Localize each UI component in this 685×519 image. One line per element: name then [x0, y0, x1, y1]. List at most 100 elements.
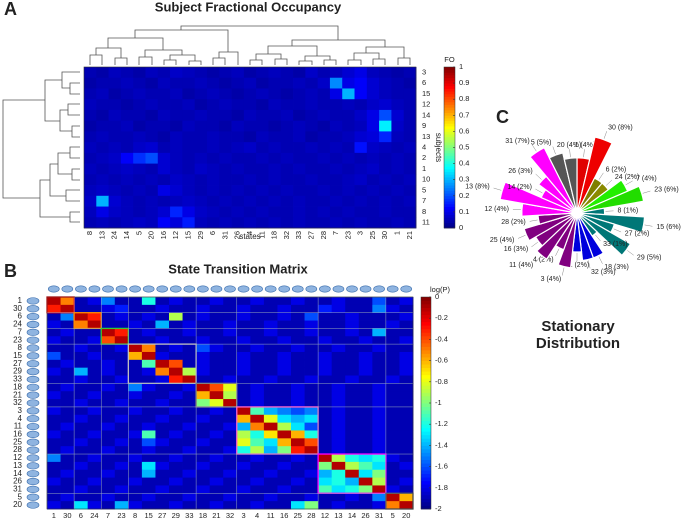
- colorbar-strip: [421, 328, 431, 333]
- heatmap-cell: [223, 399, 238, 408]
- heatmap-cell: [47, 320, 61, 329]
- heatmap-cell: [318, 438, 333, 447]
- heatmap-cell: [403, 174, 417, 186]
- heatmap-cell: [133, 217, 146, 229]
- heatmap-cell: [243, 109, 257, 122]
- heatmap-cell: [206, 67, 220, 79]
- heatmap-cell: [293, 99, 306, 111]
- heatmap-cell: [291, 430, 305, 439]
- heatmap-cell: [263, 406, 278, 416]
- heatmap-cell: [291, 351, 305, 361]
- colorbar-strip: [444, 190, 455, 194]
- heatmap-cell: [87, 493, 102, 502]
- heatmap-cell: [108, 77, 122, 89]
- panel-label: A: [4, 0, 17, 19]
- heatmap-cell: [345, 383, 360, 392]
- colorbar-strip: [421, 441, 431, 446]
- colorbar-strip: [421, 307, 431, 312]
- heatmap-cell: [366, 217, 380, 229]
- heatmap-cell: [157, 152, 171, 164]
- heatmap-cell: [141, 406, 156, 416]
- heatmap-cell: [219, 120, 232, 132]
- heatmap-cell: [231, 109, 245, 122]
- colorbar-strip: [444, 72, 455, 76]
- heatmap-cell: [358, 391, 373, 400]
- heatmap-cell: [304, 406, 319, 416]
- heatmap-cell: [145, 99, 159, 111]
- heatmap-cell: [372, 485, 387, 494]
- heatmap-cell: [145, 206, 159, 218]
- brain-icon: [291, 285, 304, 293]
- colorbar-strip: [421, 350, 431, 354]
- x-tick-label: 25: [368, 231, 377, 239]
- heatmap-cell: [250, 375, 265, 384]
- heatmap-cell: [317, 142, 331, 154]
- heatmap-cell: [304, 399, 319, 408]
- heatmap-cell: [170, 109, 183, 122]
- heatmap-cell: [379, 142, 392, 154]
- heatmap-cell: [372, 430, 387, 439]
- colorbar-strip: [421, 505, 431, 510]
- heatmap-cell: [182, 359, 197, 369]
- heatmap-cell: [108, 99, 122, 111]
- colorbar-strip: [421, 494, 431, 499]
- heatmap-cell: [196, 422, 211, 431]
- heatmap-cell: [399, 477, 414, 486]
- heatmap-cell: [170, 217, 183, 229]
- heatmap-cell: [155, 304, 170, 314]
- heatmap-cell: [194, 206, 208, 218]
- x-tick-label: 5: [134, 231, 143, 235]
- heatmap-cell: [291, 485, 305, 494]
- colorbar-strip: [421, 427, 431, 432]
- heatmap-cell: [74, 438, 89, 447]
- heatmap-cell: [256, 120, 269, 132]
- heatmap-cell: [74, 391, 89, 400]
- y-tick-label: 33: [13, 375, 22, 384]
- y-tick-label: 23: [13, 335, 22, 344]
- colorbar-strip: [421, 501, 431, 506]
- heatmap-cell: [145, 109, 159, 122]
- heatmap-cell: [206, 152, 220, 164]
- heatmap-cell: [231, 206, 245, 218]
- heatmap-cell: [263, 469, 278, 478]
- heatmap-cell: [60, 359, 75, 369]
- heatmap-cell: [231, 142, 245, 154]
- heatmap-cell: [231, 99, 245, 111]
- colorbar-strip: [421, 385, 431, 390]
- heatmap-cell: [182, 206, 196, 218]
- heatmap-cell: [74, 430, 89, 439]
- heatmap-cell: [120, 174, 134, 186]
- heatmap-cell: [223, 359, 238, 369]
- colorbar-strip: [444, 93, 455, 97]
- heatmap-cell: [379, 152, 392, 164]
- colorbar-tick-label: -1.2: [435, 419, 448, 428]
- heatmap-cell: [170, 131, 183, 143]
- heatmap-cell: [219, 185, 232, 197]
- heatmap-cell: [318, 493, 333, 502]
- heatmap-cell: [182, 477, 197, 486]
- heatmap-cell: [345, 438, 360, 447]
- heatmap-cell: [304, 454, 319, 463]
- heatmap-cell: [47, 422, 61, 431]
- colorbar-strip: [421, 466, 431, 471]
- heatmap-cell: [304, 336, 319, 345]
- heatmap-cell: [182, 469, 197, 478]
- y-tick-label: 28: [13, 445, 22, 454]
- heatmap-cell: [399, 399, 414, 408]
- heatmap-cell: [209, 320, 224, 329]
- x-tick-label: 31: [375, 511, 383, 519]
- heatmap-cell: [196, 304, 211, 314]
- colorbar-strip: [421, 314, 431, 319]
- colorbar-tick-label: -1: [435, 398, 442, 407]
- heatmap-cell: [331, 351, 346, 361]
- heatmap-cell: [155, 469, 170, 478]
- heatmap-cell: [101, 430, 116, 439]
- data-label: 32 (3%): [591, 269, 616, 276]
- heatmap-cell: [329, 185, 343, 197]
- brain-icon: [26, 485, 40, 493]
- brain-icon: [75, 285, 87, 293]
- heatmap-cell: [291, 375, 305, 384]
- heatmap-cell: [87, 391, 102, 400]
- heatmap-cell: [194, 142, 208, 154]
- heatmap-cell: [128, 501, 143, 510]
